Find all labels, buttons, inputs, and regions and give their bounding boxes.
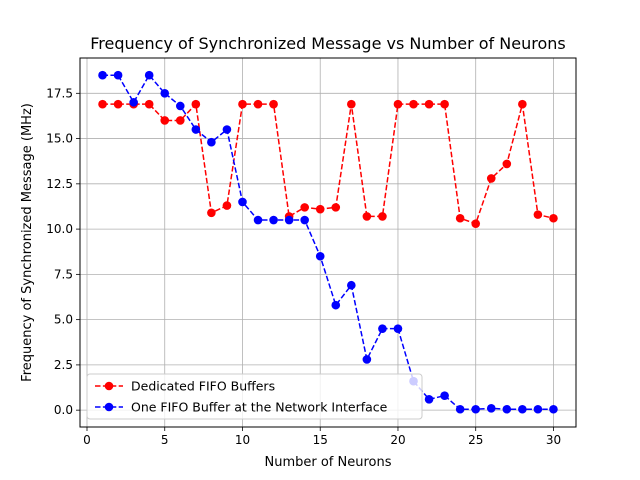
data-point — [347, 99, 356, 109]
data-point — [238, 197, 247, 207]
y-tick-label: 10.0 — [46, 222, 73, 236]
y-tick-label: 5.0 — [54, 313, 73, 327]
data-point — [362, 212, 372, 221]
y-axis-label: Frequency of Synchronized Message (MHz) — [20, 103, 35, 382]
y-tick-label: 2.5 — [54, 358, 73, 372]
data-point — [98, 70, 107, 80]
data-point — [269, 99, 278, 109]
legend-label: Dedicated FIFO Buffers — [131, 379, 275, 394]
chart-title: Frequency of Synchronized Message vs Num… — [90, 34, 565, 53]
data-point — [518, 99, 527, 109]
data-point — [300, 215, 309, 225]
data-point — [393, 99, 403, 109]
y-tick-label: 15.0 — [46, 132, 73, 146]
y-tick-label: 0.0 — [54, 403, 73, 417]
data-point — [471, 404, 481, 414]
data-point — [378, 324, 387, 333]
y-tick-label: 12.5 — [46, 177, 73, 191]
data-point — [486, 174, 496, 183]
legend-marker — [104, 381, 114, 391]
data-point — [144, 99, 154, 109]
data-point — [113, 70, 123, 80]
data-point — [207, 137, 216, 147]
data-point — [98, 99, 107, 109]
x-tick-label: 30 — [546, 433, 561, 447]
x-tick-label: 5 — [161, 433, 169, 447]
y-tick-label: 17.5 — [46, 86, 73, 100]
data-point — [486, 404, 496, 413]
data-point — [518, 404, 527, 414]
data-point — [440, 99, 449, 109]
data-point — [191, 125, 201, 134]
x-tick-label: 25 — [468, 433, 483, 447]
y-tick-label: 7.5 — [54, 267, 73, 281]
data-point — [331, 300, 341, 310]
data-point — [144, 70, 154, 80]
x-tick-label: 0 — [83, 433, 91, 447]
x-tick-label: 20 — [390, 433, 405, 447]
x-axis-label: Number of Neurons — [264, 455, 391, 470]
legend: Dedicated FIFO Buffers One FIFO Buffer at… — [86, 373, 423, 420]
data-point — [222, 125, 232, 134]
x-tick-label: 15 — [313, 433, 328, 447]
legend-label: One FIFO Buffer at the Network Interface — [131, 400, 388, 415]
data-point — [331, 203, 341, 212]
data-point — [129, 98, 138, 107]
data-point — [253, 215, 263, 225]
data-point — [471, 219, 481, 228]
data-point — [175, 101, 185, 111]
data-point — [191, 99, 201, 109]
data-point — [424, 394, 434, 404]
data-point — [440, 391, 449, 400]
legend-item: One FIFO Buffer at the Network Interface — [95, 400, 388, 415]
data-point — [455, 404, 465, 414]
data-point — [113, 99, 123, 109]
data-point — [315, 251, 325, 261]
data-point — [502, 404, 512, 414]
x-tick-label: 10 — [235, 433, 250, 447]
data-point — [207, 208, 216, 218]
data-point — [502, 159, 512, 169]
data-point — [160, 116, 170, 125]
data-point — [284, 215, 294, 225]
data-point — [455, 213, 465, 223]
data-point — [549, 213, 558, 223]
tick-layer: 0 5 10 15 20 25 30 0.0 2.5 5.0 7.5 10.0 12.5 15.0 17.5 — [46, 86, 561, 447]
data-point — [362, 355, 372, 364]
data-point — [393, 324, 403, 333]
data-point — [253, 99, 263, 109]
legend-marker — [104, 402, 114, 412]
data-point — [269, 215, 278, 225]
data-point — [175, 116, 185, 125]
data-point — [533, 210, 543, 219]
data-point — [533, 404, 543, 414]
data-point — [238, 99, 247, 109]
legend-box — [86, 373, 423, 420]
data-point — [424, 99, 434, 109]
data-point — [315, 204, 325, 214]
data-point — [347, 280, 356, 290]
data-point — [160, 89, 170, 98]
data-point — [222, 201, 232, 210]
data-point — [378, 212, 387, 221]
axes-frame — [79, 57, 577, 428]
data-point — [549, 404, 558, 414]
legend-item: Dedicated FIFO Buffers — [95, 379, 275, 394]
data-point — [300, 203, 309, 212]
data-point — [409, 99, 418, 109]
